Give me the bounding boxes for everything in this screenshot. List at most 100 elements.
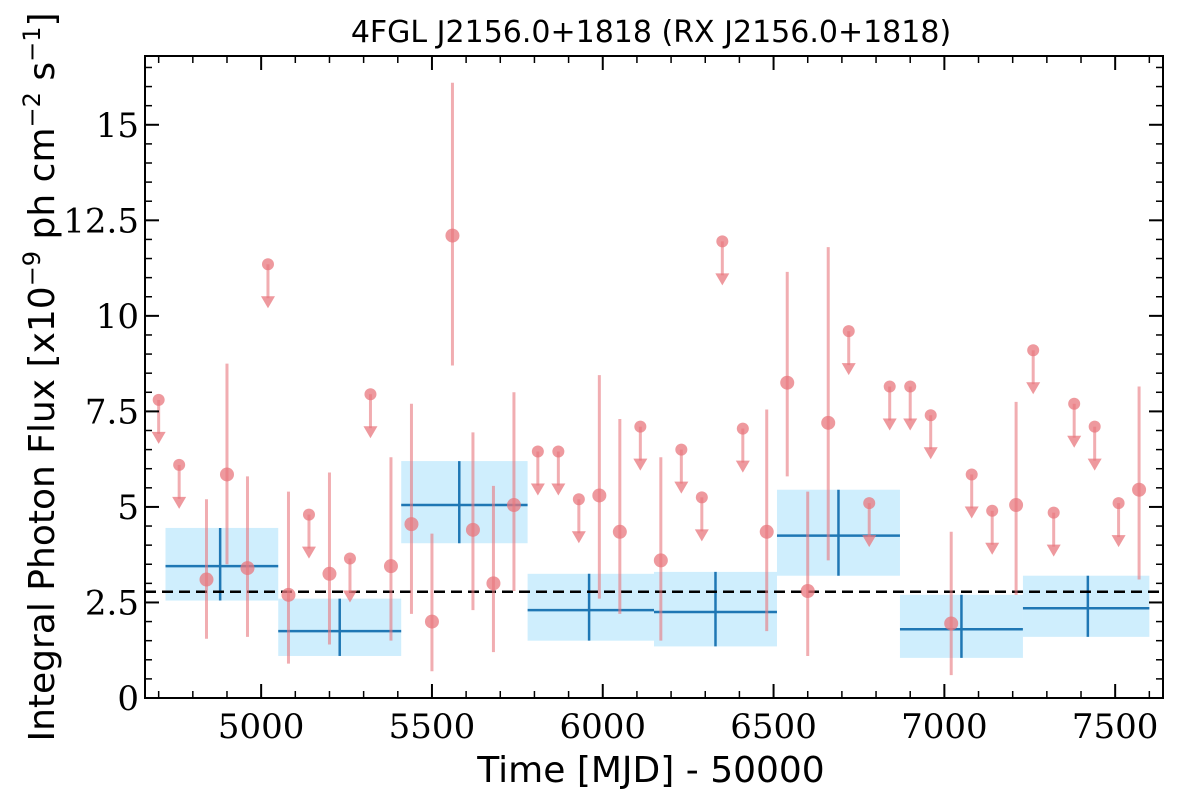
detection-point-11 <box>506 498 521 513</box>
y-tick-label-1: 2.5 <box>85 583 139 623</box>
upper-limit-point-23 <box>1068 397 1081 410</box>
upper-limit-arrow-11 <box>694 529 709 542</box>
detection-point-14 <box>653 553 668 568</box>
x-tick-label-3: 6500 <box>730 707 817 747</box>
y-axis-label-exp2: −2 <box>18 92 46 127</box>
detection-point-21 <box>1132 482 1147 497</box>
y-tick-label-0: 0 <box>117 679 139 719</box>
y-tick-label-2: 5 <box>117 488 139 528</box>
bin-box-0 <box>165 527 279 601</box>
detection-point-4 <box>322 566 337 581</box>
upper-limit-arrow-22 <box>1046 544 1061 557</box>
upper-limit-point-19 <box>965 468 978 481</box>
y-axis-label-prefix: Integral Photon Flux [x10 <box>22 286 63 741</box>
detection-point-6 <box>404 517 419 532</box>
upper-limit-point-13 <box>736 422 749 435</box>
upper-limit-arrow-10 <box>674 481 689 494</box>
detection-point-0 <box>199 572 214 587</box>
upper-limit-arrow-2 <box>260 296 275 309</box>
upper-limit-arrow-6 <box>530 483 545 496</box>
upper-limit-arrow-12 <box>715 273 730 286</box>
x-tick-label-4: 7000 <box>901 707 988 747</box>
bins-layer <box>165 461 1150 658</box>
detection-point-10 <box>486 576 501 591</box>
detection-point-20 <box>1009 498 1024 513</box>
x-tick-label-2: 6000 <box>559 707 646 747</box>
detection-point-12 <box>592 488 607 503</box>
bin-box-7 <box>1022 575 1150 637</box>
upper-limit-arrow-14 <box>841 363 856 376</box>
detection-point-1 <box>219 467 234 482</box>
upper-limit-arrow-18 <box>923 447 938 460</box>
x-tick-label-0: 5000 <box>218 707 305 747</box>
upper-limit-point-7 <box>552 445 565 458</box>
chart-title: 4FGL J2156.0+1818 (RX J2156.0+1818) <box>351 15 951 50</box>
detection-point-2 <box>240 561 255 576</box>
y-axis-label-exp3: −1 <box>18 27 46 62</box>
upper-limit-arrow-0 <box>151 431 166 444</box>
upper-limit-arrow-13 <box>735 460 750 473</box>
upper-limit-point-10 <box>675 443 688 456</box>
detection-point-13 <box>612 524 627 539</box>
upper-limit-point-4 <box>343 552 356 565</box>
upper-limit-point-20 <box>986 504 999 517</box>
y-axis-label-exp1: −9 <box>18 251 46 286</box>
upper-limit-point-0 <box>152 393 165 406</box>
bin-box-2 <box>401 461 528 544</box>
plot-frame <box>144 55 1164 699</box>
upper-limit-point-3 <box>302 508 315 521</box>
detection-point-9 <box>465 522 480 537</box>
upper-limit-arrow-19 <box>964 506 979 519</box>
upper-limit-arrow-17 <box>903 418 918 431</box>
upper-limit-arrow-1 <box>172 496 187 509</box>
upper-limit-point-2 <box>261 258 274 271</box>
detection-point-5 <box>383 559 398 574</box>
upper-limit-point-15 <box>863 497 876 510</box>
x-tick-label-1: 5500 <box>389 707 476 747</box>
y-axis-label-mid: ph cm <box>22 127 63 250</box>
upper-limit-point-6 <box>531 445 544 458</box>
upper-limit-point-12 <box>716 235 729 248</box>
upper-limit-point-14 <box>842 325 855 338</box>
upper-limit-arrow-16 <box>882 418 897 431</box>
points-layer <box>151 82 1147 676</box>
upper-limit-arrow-5 <box>363 426 378 439</box>
upper-limit-arrow-24 <box>1087 458 1102 471</box>
bin-box-3 <box>527 573 654 641</box>
upper-limit-point-21 <box>1027 344 1040 357</box>
upper-limit-point-25 <box>1112 497 1125 510</box>
detection-point-16 <box>780 375 795 390</box>
upper-limit-arrow-23 <box>1067 435 1082 448</box>
upper-limit-point-8 <box>572 493 585 506</box>
upper-limit-point-11 <box>695 491 708 504</box>
upper-limit-point-1 <box>173 458 186 471</box>
upper-limit-point-9 <box>634 420 647 433</box>
y-axis-label-mid2: s <box>22 62 63 92</box>
x-axis-label: Time [MJD] - 50000 <box>476 750 824 791</box>
upper-limit-point-16 <box>883 380 896 393</box>
upper-limit-point-24 <box>1088 420 1101 433</box>
detection-point-18 <box>821 415 836 430</box>
upper-limit-arrow-8 <box>571 531 586 544</box>
upper-limit-arrow-25 <box>1111 535 1126 548</box>
upper-limit-point-5 <box>364 388 377 401</box>
upper-limit-point-22 <box>1047 506 1060 519</box>
upper-limit-arrow-9 <box>633 458 648 471</box>
upper-limit-arrow-15 <box>862 535 877 548</box>
y-tick-label-4: 10 <box>96 297 139 337</box>
x-tick-label-5: 7500 <box>1072 707 1159 747</box>
y-tick-label-6: 15 <box>96 106 139 146</box>
upper-limit-point-17 <box>904 380 917 393</box>
detection-point-7 <box>424 614 439 629</box>
detection-point-17 <box>800 584 815 598</box>
detection-point-15 <box>759 524 774 539</box>
y-tick-label-5: 12.5 <box>63 201 139 241</box>
upper-limit-arrow-4 <box>342 590 357 603</box>
upper-limit-arrow-7 <box>551 483 566 496</box>
y-axis-label: Integral Photon Flux [x10−9 ph cm−2 s−1] <box>18 12 63 741</box>
detection-point-19 <box>944 616 959 631</box>
upper-limit-arrow-21 <box>1026 382 1041 395</box>
upper-limit-arrow-20 <box>985 542 1000 555</box>
detection-point-8 <box>445 228 460 243</box>
